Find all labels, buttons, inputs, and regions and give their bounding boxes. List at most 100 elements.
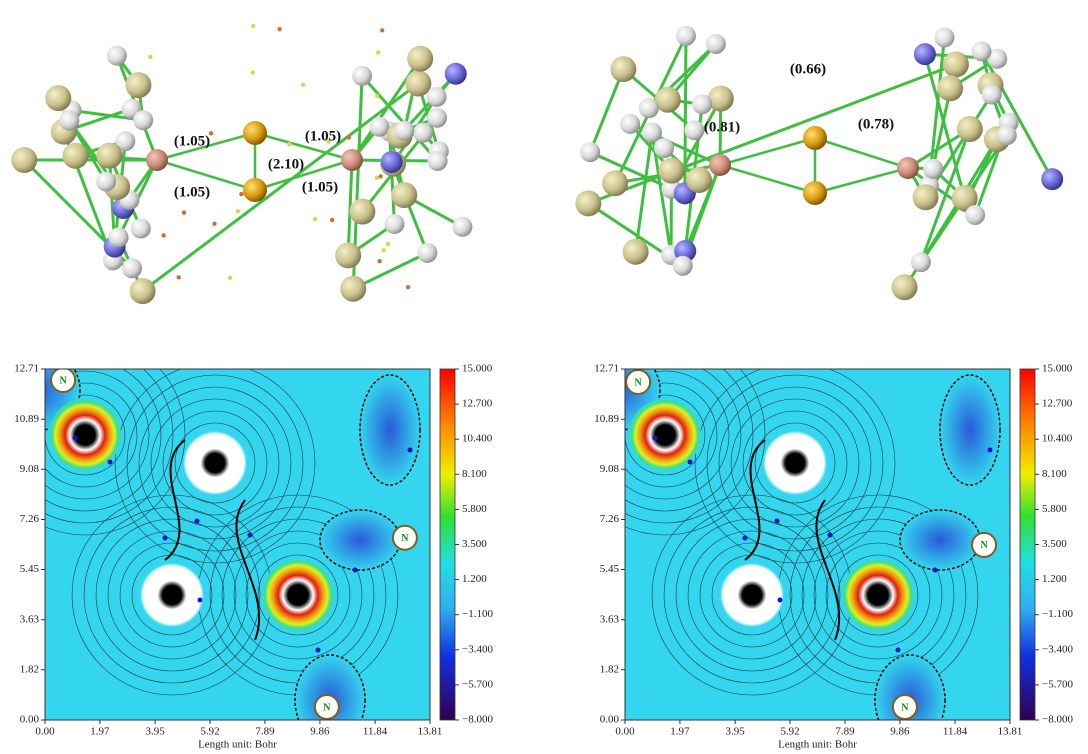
- atom: [394, 121, 414, 141]
- y-tick-label: 0.00: [20, 714, 40, 726]
- atom: [445, 63, 467, 85]
- critical-point: [301, 83, 305, 87]
- atom-s: [803, 126, 827, 150]
- atom: [923, 159, 943, 179]
- bond-label: (2.10): [268, 156, 304, 172]
- colorbar-tick-label: 15.000: [1042, 363, 1073, 375]
- atom: [11, 147, 37, 173]
- bond-label: (1.05): [305, 128, 341, 144]
- atom-cu: [897, 157, 919, 179]
- atom: [62, 143, 88, 169]
- atom: [642, 122, 662, 142]
- atom: [913, 184, 939, 210]
- atom: [122, 258, 142, 278]
- critical-point: [212, 222, 216, 226]
- critical-point: [378, 174, 382, 178]
- colorbar-tick-label: 12.700: [1042, 398, 1073, 410]
- critical-point: [287, 142, 291, 146]
- atom: [575, 190, 601, 216]
- atom-cu: [146, 149, 168, 171]
- colorbar-tick-label: 10.400: [462, 433, 493, 445]
- y-tick-label: 9.08: [20, 463, 40, 475]
- atom: [391, 182, 417, 208]
- atom: [417, 243, 437, 263]
- atom: [654, 138, 674, 158]
- bond: [815, 138, 908, 168]
- atom-label: N: [634, 377, 642, 388]
- atom: [452, 217, 472, 237]
- critical-point: [375, 176, 379, 180]
- critical-point: [653, 436, 658, 441]
- bond-label: (0.81): [704, 119, 740, 135]
- atom: [107, 46, 127, 66]
- atom-s: [243, 121, 267, 145]
- colorbar-tick-label: −3.400: [1042, 643, 1073, 655]
- atom: [405, 70, 431, 96]
- atom: [982, 85, 1002, 105]
- bond-label: (1.05): [174, 133, 210, 149]
- y-tick-label: 1.82: [20, 663, 39, 675]
- x-tick-label: 9.86: [310, 726, 330, 738]
- critical-point: [176, 275, 180, 279]
- x-axis-label: Length unit: Bohr: [778, 739, 857, 751]
- negative-region: [360, 375, 420, 485]
- colorbar-tick-label: −1.100: [462, 608, 493, 620]
- y-tick-label: 3.63: [600, 613, 620, 625]
- y-tick-label: 10.89: [14, 413, 39, 425]
- critical-point: [330, 218, 334, 222]
- atom: [658, 158, 684, 184]
- atom-ring: [183, 431, 247, 495]
- y-tick-label: 7.26: [600, 513, 620, 525]
- colorbar: [440, 369, 455, 720]
- atom: [45, 85, 71, 111]
- colorbar-tick-label: −5.700: [462, 678, 493, 690]
- atom: [676, 26, 696, 46]
- critical-point: [988, 448, 993, 453]
- colorbar-tick-label: 8.100: [462, 468, 487, 480]
- critical-point: [377, 259, 381, 263]
- atom-label: N: [980, 540, 988, 551]
- critical-point: [316, 648, 321, 653]
- atom: [937, 75, 963, 101]
- colorbar-tick-label: 3.500: [1042, 538, 1067, 550]
- negative-region: [320, 510, 400, 570]
- critical-point: [933, 568, 938, 573]
- colorbar-tick-label: 1.200: [462, 573, 487, 585]
- y-tick-label: 1.82: [600, 663, 619, 675]
- critical-point: [386, 242, 390, 246]
- colorbar-tick-label: 8.100: [1042, 468, 1067, 480]
- atom: [96, 171, 116, 191]
- y-tick-label: 5.45: [20, 563, 40, 575]
- y-tick-label: 9.08: [600, 463, 620, 475]
- atom: [965, 205, 985, 225]
- critical-point: [198, 598, 203, 603]
- atom: [971, 41, 991, 61]
- x-tick-label: 9.86: [890, 726, 910, 738]
- bond: [720, 138, 815, 165]
- atom-ring: [262, 559, 334, 631]
- atom: [109, 227, 129, 247]
- atom: [957, 116, 983, 142]
- atom: [427, 108, 447, 128]
- atom: [130, 278, 156, 304]
- contour-field: NNN: [0, 335, 430, 745]
- atom: [706, 34, 726, 54]
- x-tick-label: 0.00: [35, 726, 55, 738]
- figure: (1.05)(1.05)(2.10)(1.05)(1.05)(0.66)(0.8…: [0, 0, 1088, 754]
- atom-ring: [842, 559, 914, 631]
- x-tick-label: 3.95: [725, 726, 745, 738]
- atom: [427, 87, 447, 107]
- y-tick-label: 12.71: [14, 363, 39, 375]
- critical-point: [313, 217, 317, 221]
- atom: [381, 151, 403, 173]
- bond: [815, 168, 908, 193]
- atom: [892, 274, 918, 300]
- critical-point: [195, 519, 200, 524]
- x-tick-label: 3.95: [145, 726, 165, 738]
- atom: [352, 66, 372, 86]
- atom-ring: [140, 563, 204, 627]
- contour-plot: NNN0.001.973.955.927.899.8611.8413.810.0…: [0, 335, 493, 751]
- atom: [914, 43, 936, 65]
- atom: [1041, 168, 1063, 190]
- x-tick-label: 7.89: [255, 726, 275, 738]
